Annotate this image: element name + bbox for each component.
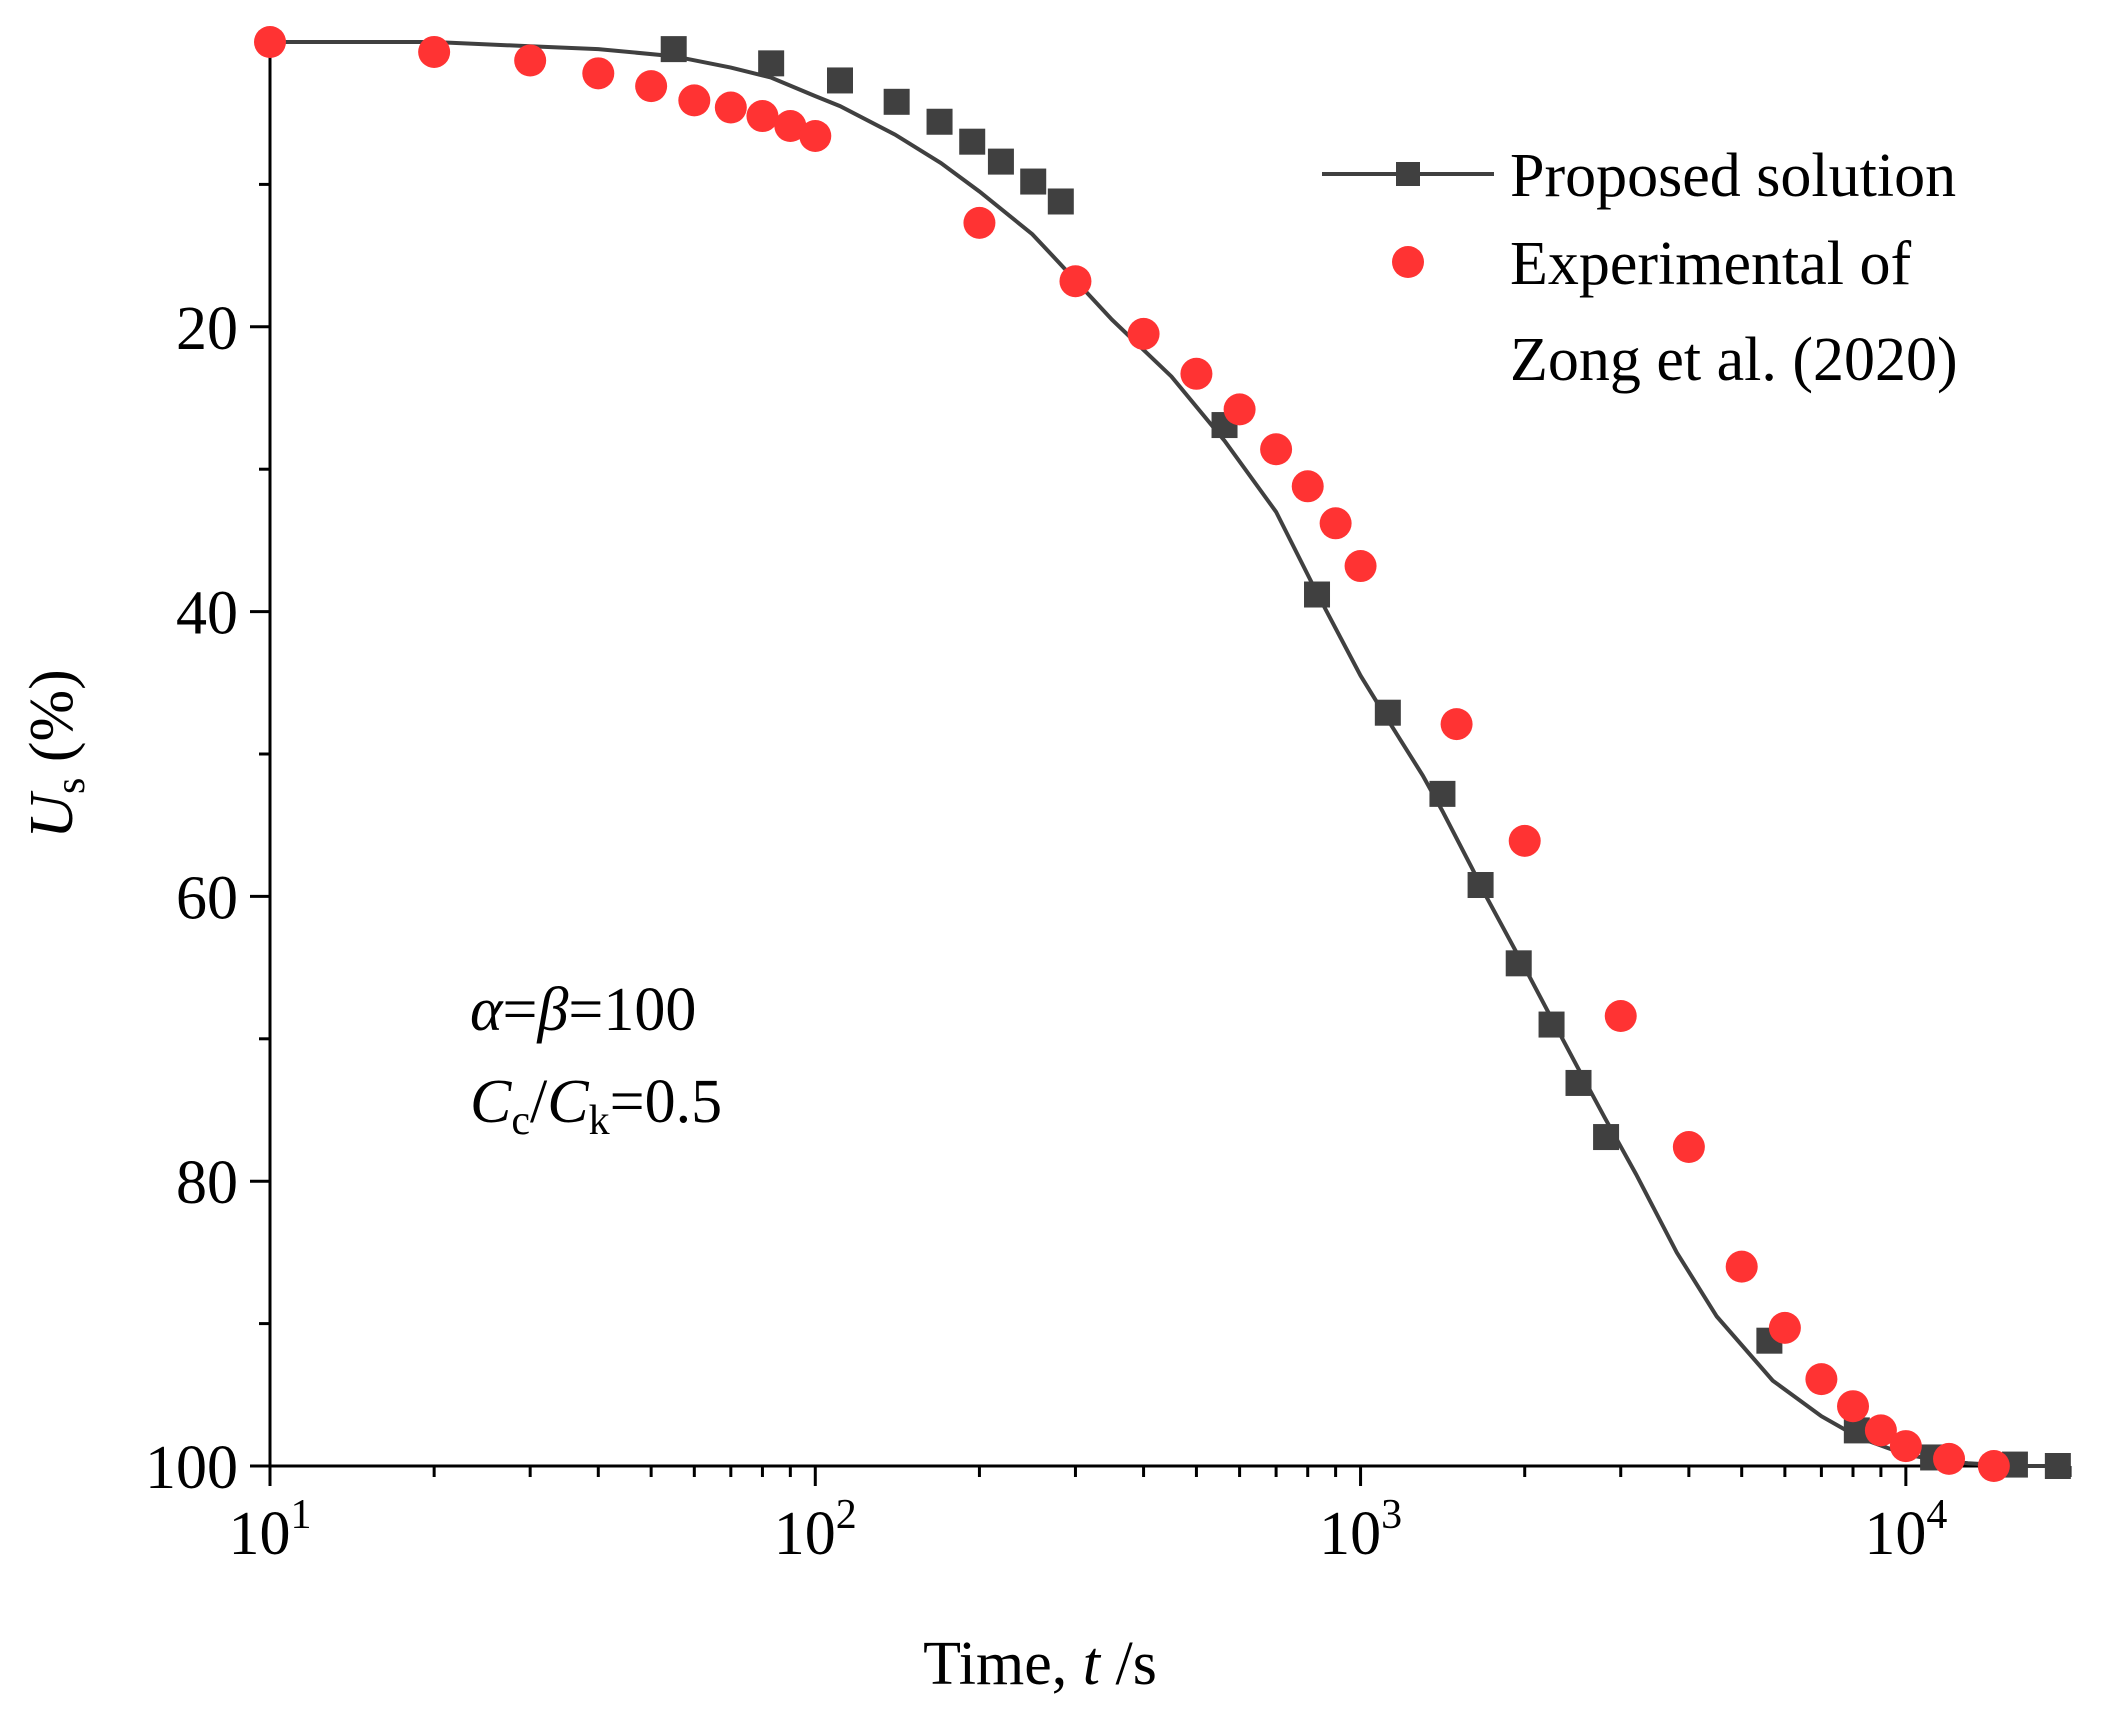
experimental-point xyxy=(678,84,711,117)
x-ticks: 101 102 103 104 xyxy=(229,1466,2072,1568)
proposed-point xyxy=(1538,1011,1565,1038)
proposed-point xyxy=(1467,872,1494,899)
experimental-point xyxy=(1604,1000,1637,1033)
x-label-variable: t xyxy=(1083,1630,1102,1698)
experimental-point xyxy=(746,100,779,133)
experimental-point xyxy=(1805,1363,1838,1396)
x-tick-label: 101 xyxy=(229,1492,312,1568)
y-label-subscript: s xyxy=(48,778,94,794)
experimental-point xyxy=(774,110,807,143)
parameter-annotation: α=β=100 Cc/Ck=0.5 xyxy=(470,976,722,1144)
experimental-point xyxy=(1291,470,1324,503)
experimental-markers xyxy=(254,26,2010,1482)
svg-text:Us (%): Us (%) xyxy=(18,669,94,839)
x-tick-label: 102 xyxy=(774,1492,857,1568)
plot-area xyxy=(254,26,2071,1482)
proposed-point xyxy=(1429,780,1456,807)
proposed-point xyxy=(1020,168,1047,195)
proposed-point xyxy=(1593,1124,1620,1151)
experimental-point xyxy=(1864,1414,1897,1447)
proposed-point xyxy=(758,50,785,77)
axes: 20 40 60 80 100 101 102 103 104 xyxy=(145,42,2072,1568)
proposed-point xyxy=(959,128,986,155)
experimental-point xyxy=(514,44,547,77)
x-label-unit: /s xyxy=(1100,1630,1157,1698)
svg-text:Time, t /s: Time, t /s xyxy=(923,1630,1157,1698)
experimental-point xyxy=(1344,550,1377,583)
proposed-point xyxy=(926,108,953,135)
proposed-point xyxy=(1304,581,1331,608)
experimental-point xyxy=(1889,1430,1922,1463)
experimental-point xyxy=(963,206,996,239)
experimental-point xyxy=(1260,433,1293,466)
proposed-point xyxy=(660,36,687,63)
x-tick-label: 103 xyxy=(1319,1492,1402,1568)
legend-label-experimental-line2: Zong et al. (2020) xyxy=(1510,326,1958,394)
legend: Proposed solution Experimental of Zong e… xyxy=(1322,142,1958,394)
x-axis-label: Time, t /s xyxy=(923,1630,1157,1698)
experimental-point xyxy=(1508,824,1541,857)
proposed-point xyxy=(826,67,853,94)
parameter-alpha-beta: α=β=100 xyxy=(470,976,696,1044)
proposed-solution-curve xyxy=(270,40,2070,1468)
legend-label-proposed: Proposed solution xyxy=(1510,142,1956,210)
y-tick-label: 40 xyxy=(176,580,238,648)
legend-item-proposed: Proposed solution xyxy=(1322,142,1956,210)
experimental-point xyxy=(1837,1390,1870,1423)
experimental-point xyxy=(418,35,451,68)
x-label-prefix: Time, xyxy=(923,1630,1083,1698)
experimental-point xyxy=(1180,357,1213,390)
experimental-point xyxy=(1059,265,1092,298)
y-tick-label: 60 xyxy=(176,864,238,932)
experimental-point xyxy=(1127,317,1160,350)
proposed-point xyxy=(1047,188,1074,215)
legend-marker-proposed xyxy=(1396,162,1420,186)
experimental-point xyxy=(1672,1131,1705,1164)
experimental-point xyxy=(635,70,668,103)
proposed-point xyxy=(1565,1069,1592,1096)
experimental-point xyxy=(799,119,832,152)
experimental-point xyxy=(1319,507,1352,540)
experimental-point xyxy=(1768,1311,1801,1344)
proposed-point xyxy=(883,88,910,115)
experimental-point xyxy=(1440,708,1473,741)
experimental-point xyxy=(254,26,286,58)
parameter-cc-ck: Cc/Ck=0.5 xyxy=(470,1068,722,1144)
y-label-unit: (%) xyxy=(18,669,86,777)
experimental-point xyxy=(1223,393,1256,426)
experimental-point xyxy=(1933,1442,1966,1475)
y-tick-label: 80 xyxy=(176,1149,238,1217)
legend-item-experimental: Experimental of Zong et al. (2020) xyxy=(1392,230,1958,394)
legend-label-experimental-line1: Experimental of xyxy=(1510,230,1911,298)
experimental-point xyxy=(582,57,615,90)
y-tick-label: 100 xyxy=(145,1434,238,1502)
proposed-point xyxy=(1374,699,1401,726)
y-ticks: 20 40 60 80 100 xyxy=(145,182,270,1502)
experimental-point xyxy=(1725,1250,1758,1283)
x-tick-label: 104 xyxy=(1864,1492,1947,1568)
y-tick-label: 20 xyxy=(176,295,238,363)
proposed-point xyxy=(987,148,1014,175)
legend-marker-experimental xyxy=(1392,246,1424,278)
y-label-variable: U xyxy=(18,790,86,839)
proposed-point xyxy=(2044,1453,2071,1479)
experimental-point xyxy=(1977,1450,2010,1482)
proposed-point xyxy=(1505,950,1532,977)
experimental-point xyxy=(714,91,747,124)
y-axis-label: Us (%) xyxy=(18,669,94,839)
